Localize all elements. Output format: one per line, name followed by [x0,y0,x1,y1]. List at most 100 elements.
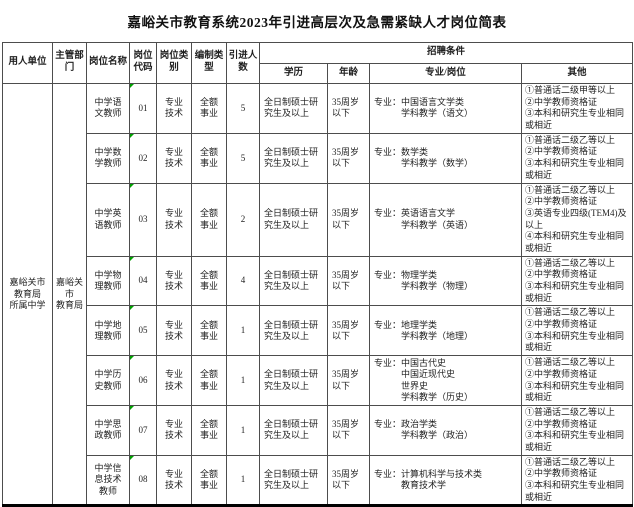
education-cell: 全日制硕士研究生及以上 [259,355,328,406]
major-cell: 专业：地理学类 学科教学（地理） [369,305,522,357]
cell-flag-triangle [130,356,134,361]
education-cell: 全日制硕士研究生及以上 [259,454,328,507]
intake-count-cell: 4 [226,255,260,307]
cell-flag-triangle [130,184,134,188]
position-name-cell: 中学地理教师 [86,305,130,357]
cell-flag-triangle [130,456,134,460]
cell-flag-triangle [130,257,134,261]
position-name-cell: 中学语文教师 [86,83,130,134]
position-name-cell: 中学数学教师 [86,132,130,184]
table-row: 中学英语教师 03 专业技术 全额事业 2 全日制硕士研究生及以上 35周岁以下… [3,182,634,257]
col-header-age: 年龄 [327,63,370,84]
cell-flag-triangle [130,306,134,311]
table-row: 中学思政教师 07 专业技术 全额事业 1 全日制硕士研究生及以上 35周岁以下… [3,404,634,456]
position-code: 07 [138,424,148,435]
position-name-cell: 中学英语教师 [86,182,130,257]
cell-flag-triangle [130,406,134,410]
age-cell: 35周岁以下 [327,404,370,456]
department-cell: 嘉峪关市 教育局 [52,82,87,507]
major-cell: 专业：物理学类 学科教学（物理） [369,255,522,307]
position-code: 03 [138,213,148,224]
cell-flag-triangle [130,134,134,138]
employer-cell: 嘉峪关市 教育局 所属中学 [2,82,53,507]
position-code-cell: 02 [129,132,157,184]
age-cell: 35周岁以下 [327,255,370,307]
major-cell: 专业：政治学类 学科教学（政治） [369,404,522,456]
position-code: 06 [138,374,148,385]
other-requirements-cell: ①普通话二级乙等以上 ②中学教师资格证 ③本科和研究生专业相同或相近 [520,305,634,357]
other-requirements-cell: ①普通话二级乙等以上 ②中学教师资格证 ③本科和研究生专业相同或相近 [520,255,634,307]
major-cell: 专业：中国语言文学类 学科教学（语文） [369,83,522,134]
intake-count-cell: 1 [226,404,260,456]
position-code-cell: 03 [129,182,157,257]
other-requirements-cell: ①普通话二级甲等以上 ②中学教师资格证 ③本科和研究生专业相同或相近 [520,83,634,134]
table-row: 中学地理教师 05 专业技术 全额事业 1 全日制硕士研究生及以上 35周岁以下… [3,305,634,357]
intake-count-cell: 1 [226,305,260,357]
col-header-position-name: 岗位名称 [86,42,130,84]
col-header-establishment-type: 编制类型 [191,42,227,84]
position-category-cell: 专业技术 [156,404,192,456]
position-category-cell: 专业技术 [156,182,192,257]
major-cell: 专业：数学类 学科教学（数学） [369,132,522,184]
position-category-cell: 专业技术 [156,355,192,406]
education-cell: 全日制硕士研究生及以上 [259,83,328,134]
col-header-major: 专业/岗位 [369,63,522,84]
establishment-type-cell: 全额事业 [191,83,227,134]
header-row-1: 用人单位 主管部门 岗位名称 岗位代码 岗位类别 编制类型 引进人数 招聘条件 [2,42,634,84]
col-header-department: 主管部门 [52,42,87,84]
age-cell: 35周岁以下 [327,182,370,257]
establishment-type-cell: 全额事业 [191,305,227,357]
education-cell: 全日制硕士研究生及以上 [259,255,328,307]
other-requirements-cell: ①普通话二级乙等以上 ②中学教师资格证 ③本科和研究生专业相同或相近 [520,454,634,507]
other-requirements-cell: ①普通话二级乙等以上 ②中学教师资格证 ③英语专业四级(TEM4)及以上 ④本科… [520,182,634,257]
position-code: 04 [138,275,148,286]
positions-table: 用人单位 主管部门 岗位名称 岗位代码 岗位类别 编制类型 引进人数 招聘条件 … [2,42,634,507]
position-name-cell: 中学思政教师 [86,404,130,456]
position-code-cell: 08 [129,454,157,507]
major-cell: 专业：计算机科学与技术类 教育技术学 [369,454,522,507]
position-code: 08 [138,474,148,485]
position-category-cell: 专业技术 [156,305,192,357]
position-category-cell: 专业技术 [156,132,192,184]
intake-count-cell: 1 [226,355,260,406]
age-cell: 35周岁以下 [327,132,370,184]
position-code: 02 [138,152,148,163]
header-row-2: 学历 年龄 专业/岗位 其他 [3,63,634,84]
position-category-cell: 专业技术 [156,255,192,307]
age-cell: 35周岁以下 [327,305,370,357]
position-code-cell: 04 [129,255,157,307]
establishment-type-cell: 全额事业 [191,182,227,257]
age-cell: 35周岁以下 [327,83,370,134]
position-code: 05 [138,325,148,336]
col-header-recruit-conditions: 招聘条件 [258,42,634,64]
position-code-cell: 06 [129,355,157,406]
position-category-cell: 专业技术 [156,454,192,507]
education-cell: 全日制硕士研究生及以上 [259,132,328,184]
establishment-type-cell: 全额事业 [191,404,227,456]
cell-flag-triangle [130,84,134,88]
major-cell: 专业：英语语言文学 学科教学（英语） [369,182,522,257]
intake-count-cell: 5 [226,83,260,134]
table-row: 中学数学教师 02 专业技术 全额事业 5 全日制硕士研究生及以上 35周岁以下… [3,132,634,184]
table-row: 中学历史教师 06 专业技术 全额事业 1 全日制硕士研究生及以上 35周岁以下… [3,355,634,406]
position-category-cell: 专业技术 [156,83,192,134]
intake-count-cell: 5 [226,132,260,184]
age-cell: 35周岁以下 [327,355,370,406]
position-name-cell: 中学物理教师 [86,255,130,307]
col-header-position-category: 岗位类别 [156,42,192,84]
intake-count-cell: 1 [226,454,260,507]
major-cell: 专业：中国古代史 中国近现代史 世界史 学科教学（历史） [369,355,522,406]
position-code-cell: 01 [129,83,157,134]
establishment-type-cell: 全额事业 [191,454,227,507]
education-cell: 全日制硕士研究生及以上 [259,404,328,456]
age-cell: 35周岁以下 [327,454,370,507]
position-name-cell: 中学信息技术教师 [86,454,130,507]
establishment-type-cell: 全额事业 [191,132,227,184]
table-row: 中学物理教师 04 专业技术 全额事业 4 全日制硕士研究生及以上 35周岁以下… [3,255,634,307]
education-cell: 全日制硕士研究生及以上 [259,305,328,357]
page-title: 嘉峪关市教育系统2023年引进高层次及急需紧缺人才岗位简表 [127,15,507,30]
establishment-type-cell: 全额事业 [191,355,227,406]
col-header-position-code: 岗位代码 [129,42,157,84]
other-requirements-cell: ①普通话二级乙等以上 ②中学教师资格证 ③本科和研究生专业相同或相近 [520,355,634,406]
position-code-cell: 05 [129,305,157,357]
